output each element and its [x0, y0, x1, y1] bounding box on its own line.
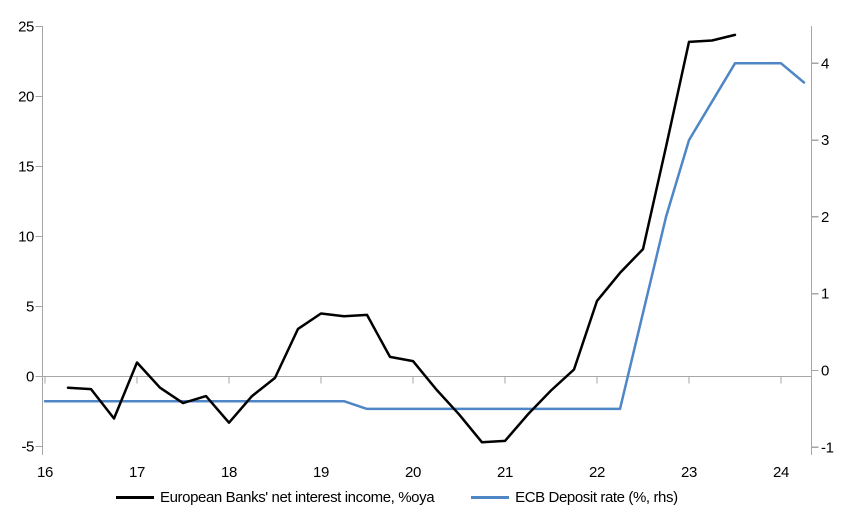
right-axis-tick-label: 1 — [821, 286, 829, 303]
left-axis-tick-label: 10 — [18, 229, 34, 246]
right-axis-tick-label: -1 — [821, 439, 834, 456]
x-axis-tick-label: 24 — [773, 464, 789, 481]
x-axis-tick-label: 16 — [37, 464, 53, 481]
legend-item-ecb-deposit-rate: ECB Deposit rate (%, rhs) — [471, 489, 678, 506]
legend-item-net-interest-income: European Banks' net interest income, %oy… — [116, 489, 435, 506]
x-axis-tick-label: 23 — [681, 464, 697, 481]
right-axis-tick-label: 4 — [821, 55, 829, 72]
left-axis-tick-label: 0 — [26, 369, 34, 386]
black-line-swatch — [116, 496, 154, 499]
left-axis-tick-label: -5 — [21, 439, 34, 456]
left-axis-tick-label: 20 — [18, 89, 34, 106]
right-axis-tick-label: 3 — [821, 132, 829, 149]
deposit-rate-line — [43, 62, 806, 411]
x-axis-tick-label: 21 — [497, 464, 513, 481]
legend-label-net-interest-income: European Banks' net interest income, %oy… — [160, 489, 435, 506]
left-axis-tick-label: 5 — [26, 299, 34, 316]
x-axis-tick-label: 17 — [129, 464, 145, 481]
x-axis-tick-label: 19 — [313, 464, 329, 481]
legend-label-ecb-deposit-rate: ECB Deposit rate (%, rhs) — [515, 489, 678, 506]
left-axis-tick-label: 25 — [18, 19, 34, 36]
x-axis-tick-label: 22 — [589, 464, 605, 481]
right-axis-tick-label: 2 — [821, 209, 829, 226]
blue-line-swatch — [471, 496, 510, 499]
nii-line — [66, 33, 737, 444]
chart-legend: European Banks' net interest income, %oy… — [116, 489, 678, 506]
x-axis-tick-label: 20 — [405, 464, 421, 481]
right-axis-tick-label: 0 — [821, 363, 829, 380]
x-axis-tick-label: 18 — [221, 464, 237, 481]
left-axis-tick-label: 15 — [18, 159, 34, 176]
